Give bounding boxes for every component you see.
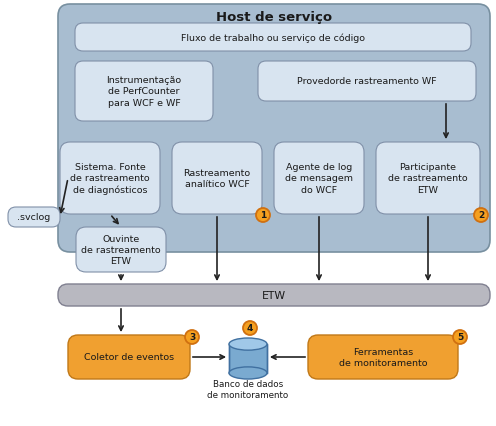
Text: Ouvinte
de rastreamento
ETW: Ouvinte de rastreamento ETW [81,234,161,265]
FancyBboxPatch shape [60,143,160,215]
Text: Instrumentação
de PerfCounter
para WCF e WF: Instrumentação de PerfCounter para WCF e… [107,76,182,107]
Bar [229,344,267,373]
FancyBboxPatch shape [8,207,60,227]
Text: Banco de dados
de monitoramento: Banco de dados de monitoramento [207,379,289,399]
Text: 3: 3 [189,333,195,342]
Text: .svclog: .svclog [17,213,51,222]
Text: 5: 5 [457,333,463,342]
Text: 1: 1 [260,211,266,220]
FancyBboxPatch shape [58,284,490,306]
Circle shape [185,330,199,344]
Text: 4: 4 [247,324,253,333]
Circle shape [474,208,488,222]
FancyBboxPatch shape [376,143,480,215]
Text: 2: 2 [478,211,484,220]
Circle shape [256,208,270,222]
Text: Agente de log
de mensagem
do WCF: Agente de log de mensagem do WCF [285,163,353,194]
Text: Ferramentas
de monitoramento: Ferramentas de monitoramento [339,347,427,367]
Text: Host de serviço: Host de serviço [216,11,332,23]
Ellipse shape [229,367,267,379]
Text: Coletor de eventos: Coletor de eventos [84,353,174,362]
Circle shape [243,321,257,335]
Text: Rastreamento
analítico WCF: Rastreamento analítico WCF [184,169,250,189]
FancyBboxPatch shape [68,335,190,379]
FancyBboxPatch shape [58,5,490,253]
Text: Sistema. Fonte
de rastreamento
de diagnósticos: Sistema. Fonte de rastreamento de diagnó… [70,163,150,194]
FancyBboxPatch shape [308,335,458,379]
Text: Participante
de rastreamento
ETW: Participante de rastreamento ETW [388,163,468,194]
Ellipse shape [229,338,267,350]
Text: ETW: ETW [262,290,286,300]
FancyBboxPatch shape [75,24,471,52]
FancyBboxPatch shape [172,143,262,215]
FancyBboxPatch shape [75,62,213,122]
FancyBboxPatch shape [258,62,476,102]
Text: Provedorde rastreamento WF: Provedorde rastreamento WF [297,77,437,86]
Text: Fluxo de trabalho ou serviço de código: Fluxo de trabalho ou serviço de código [181,33,365,43]
FancyBboxPatch shape [274,143,364,215]
FancyBboxPatch shape [76,227,166,272]
Circle shape [453,330,467,344]
